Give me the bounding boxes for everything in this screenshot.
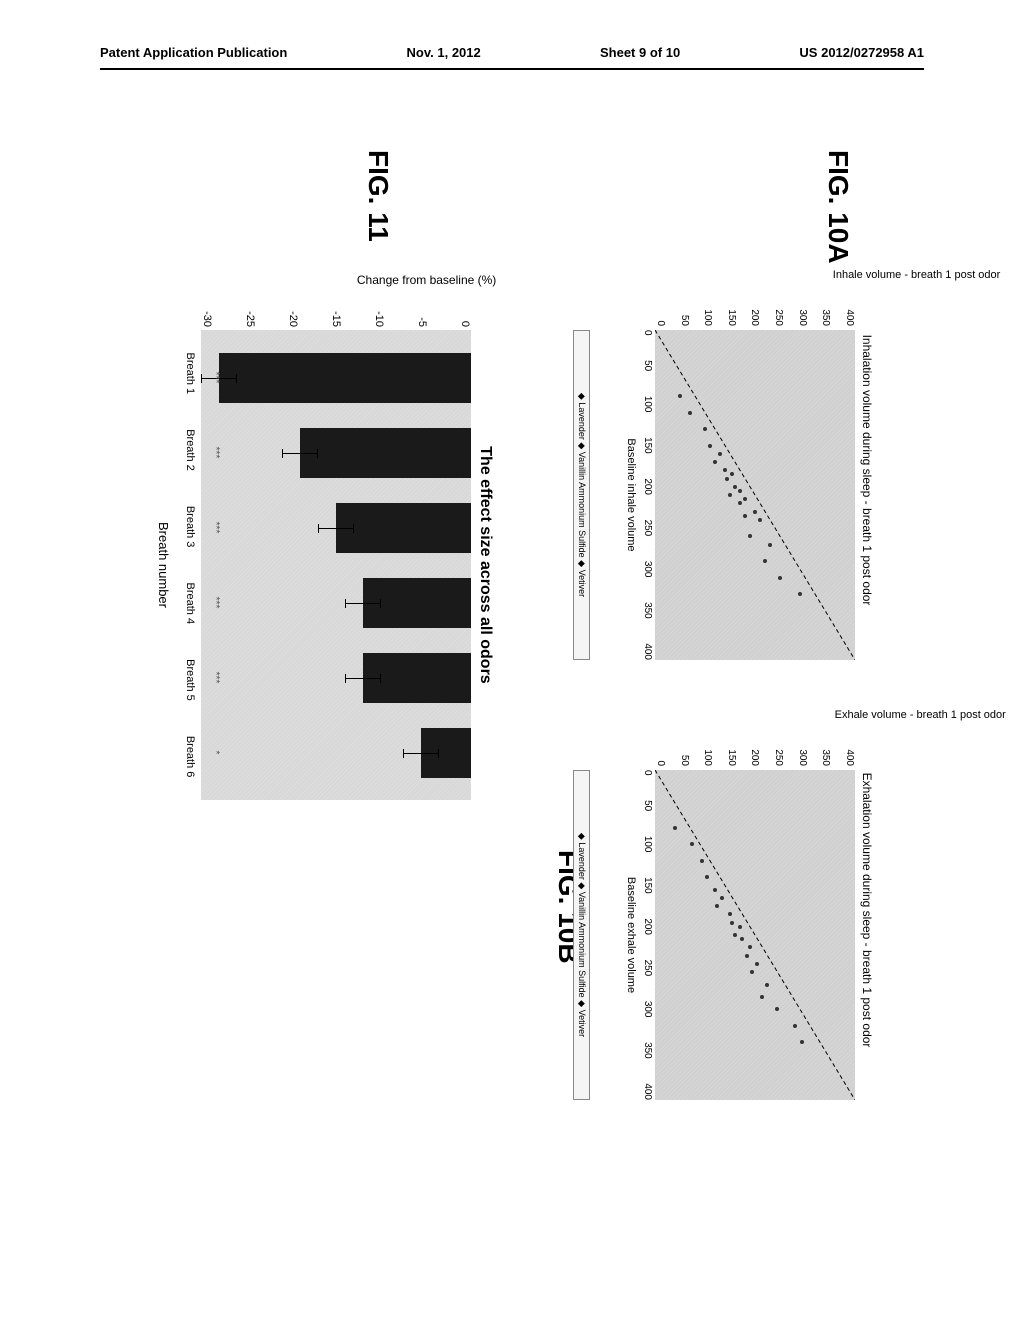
data-point: [758, 518, 762, 522]
error-bar: [404, 753, 440, 754]
header-divider: [100, 68, 924, 70]
significance-marker: ***: [210, 578, 221, 628]
bar-chart-title: The effect size across all odors: [476, 330, 494, 800]
bar-y-ticks: 0-5-10-15-20-25-30: [201, 305, 471, 327]
error-bar: [345, 603, 381, 604]
y-ticks: 400350300250200150100500: [655, 742, 855, 766]
data-point: [778, 576, 782, 580]
error-bar: [282, 453, 318, 454]
diagonal-line: [655, 770, 855, 1100]
data-point: [798, 592, 802, 596]
data-point: [718, 452, 722, 456]
bar-x-ticks: Breath 1Breath 2Breath 3Breath 4Breath 5…: [184, 330, 196, 800]
header-right: US 2012/0272958 A1: [799, 45, 924, 60]
patent-header: Patent Application Publication Nov. 1, 2…: [0, 45, 1024, 60]
bar-slot: ***: [336, 503, 471, 553]
plot-area: [655, 330, 855, 660]
bar-x-axis-label: Breath number: [156, 330, 171, 800]
bar-rect: [300, 428, 471, 478]
error-bar: [318, 528, 354, 529]
data-point: [688, 411, 692, 415]
chart-title: Exhalation volume during sleep - breath …: [860, 720, 874, 1100]
chart-legend: ◆ Lavender ◆ Vanillin Ammonium Sulfide ◆…: [573, 330, 590, 660]
data-point: [733, 485, 737, 489]
data-point: [713, 460, 717, 464]
y-axis-label: Exhale volume - breath 1 post odor: [835, 709, 1006, 721]
data-point: [678, 394, 682, 398]
header-left: Patent Application Publication: [100, 45, 287, 60]
data-point: [738, 925, 742, 929]
data-point: [768, 543, 772, 547]
header-center: Nov. 1, 2012: [407, 45, 481, 60]
significance-marker: ***: [210, 653, 221, 703]
significance-marker: ***: [210, 428, 221, 478]
chart-title: Inhalation volume during sleep - breath …: [860, 280, 874, 660]
effect-size-bar-chart: The effect size across all odors Change …: [156, 280, 494, 800]
data-point: [738, 489, 742, 493]
scatter-charts-row: Inhalation volume during sleep - breath …: [573, 280, 874, 1100]
bar-slot: ***: [363, 653, 471, 703]
significance-marker: ***: [210, 353, 221, 403]
data-point: [713, 888, 717, 892]
data-point: [753, 510, 757, 514]
fig-11-label: FIG. 11: [362, 150, 394, 242]
y-ticks: 400350300250200150100500: [655, 302, 855, 326]
bar-plot-area: ****************: [201, 330, 471, 800]
x-axis-label: Baseline exhale volume: [625, 770, 637, 1100]
header-sheet: Sheet 9 of 10: [600, 45, 680, 60]
bar-y-axis-label: Change from baseline (%): [357, 273, 496, 287]
inhalation-scatter-chart: Inhalation volume during sleep - breath …: [573, 280, 874, 660]
bar-rect: [219, 353, 471, 403]
plot-area: [655, 770, 855, 1100]
bar-slot: *: [422, 728, 472, 778]
chart-legend: ◆ Lavender ◆ Vanillin Ammonium Sulfide ◆…: [573, 770, 590, 1100]
data-point: [728, 493, 732, 497]
exhalation-scatter-chart: Exhalation volume during sleep - breath …: [573, 720, 874, 1100]
bar-slot: ***: [363, 578, 471, 628]
data-point: [743, 514, 747, 518]
bar-slot: ***: [300, 428, 471, 478]
bar-rect: [336, 503, 471, 553]
significance-marker: ***: [210, 503, 221, 553]
data-point: [733, 933, 737, 937]
bar-slot: ***: [219, 353, 471, 403]
data-point: [673, 826, 677, 830]
error-bar: [345, 678, 381, 679]
significance-marker: *: [210, 728, 221, 778]
data-point: [763, 559, 767, 563]
data-point: [793, 1024, 797, 1028]
x-ticks: 050100150200250300350400: [642, 330, 653, 660]
x-ticks: 050100150200250300350400: [642, 770, 653, 1100]
data-point: [708, 444, 712, 448]
y-axis-label: Inhale volume - breath 1 post odor: [833, 269, 1001, 281]
rotated-content: FIG. 10A FIG. 10B FIG. 11 Inhalation vol…: [0, 263, 1024, 1087]
data-point: [703, 427, 707, 431]
diagonal-line: [655, 330, 855, 660]
bars-container: ****************: [201, 330, 471, 800]
x-axis-label: Baseline inhale volume: [625, 330, 637, 660]
fig-10a-label: FIG. 10A: [822, 150, 854, 264]
